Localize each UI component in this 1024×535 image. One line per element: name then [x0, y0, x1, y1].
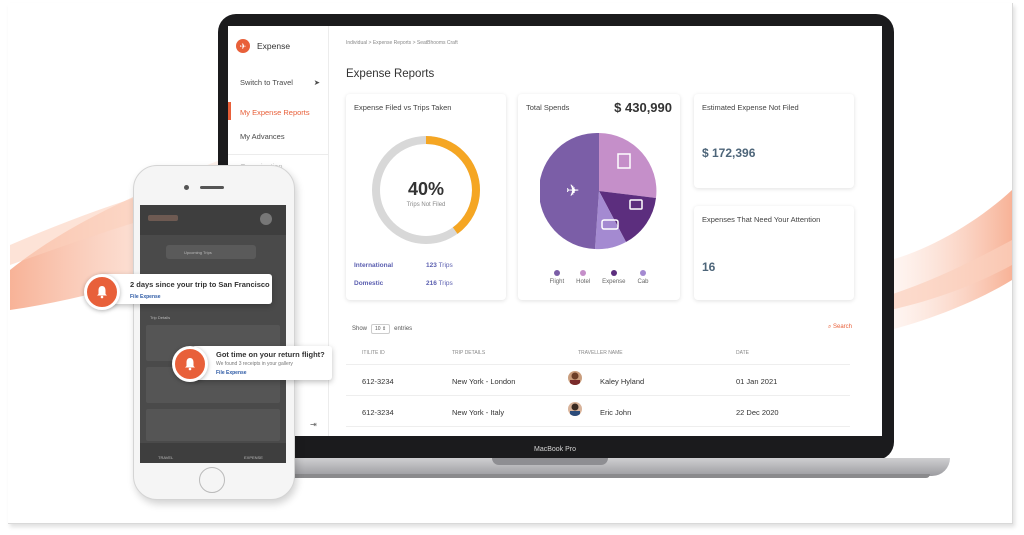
legend-expense: Expense — [602, 270, 626, 285]
plane-logo-icon: ✈ — [236, 39, 250, 53]
column-header-traveller[interactable]: TRAVELLER NAME — [578, 350, 623, 356]
bell-icon — [84, 274, 120, 310]
percent-value: 40% — [407, 179, 445, 199]
column-header-trip[interactable]: TRIP DETAILS — [452, 350, 486, 356]
active-indicator — [228, 102, 231, 120]
cell-date: 22 Dec 2020 — [736, 408, 779, 417]
card-title: Total Spends — [526, 103, 570, 112]
notification-title: Got time on your return flight? — [216, 350, 325, 359]
legend-flight: Flight — [549, 270, 564, 285]
cell-trip: New York - Italy — [452, 408, 505, 417]
bell-icon — [172, 346, 208, 382]
send-icon: ➤ — [313, 78, 320, 87]
laptop-foot — [170, 474, 930, 478]
breadcrumb: Individual > Expense Reports > SeatBhoom… — [346, 40, 458, 46]
search-icon: ⌕ — [827, 324, 832, 330]
stat-value-domestic: 216 Trips — [426, 280, 453, 287]
page-title: Expense Reports — [346, 68, 435, 80]
not-filed-amount: $ 172,396 — [702, 146, 756, 160]
table-row[interactable]: 612-3234 New York - Italy Eric John 22 D… — [346, 396, 850, 427]
brand: ✈ Expense — [236, 39, 290, 53]
cell-name: Kaley Hyland — [600, 377, 645, 386]
phone-screen: Upcoming Trips Trip Details TRAVEL EXPEN… — [140, 205, 286, 463]
brand-name: Expense — [257, 41, 291, 51]
column-header-date[interactable]: DATE — [736, 350, 749, 356]
sidebar-item-my-advances[interactable]: My Advances — [240, 132, 285, 141]
phone-trip-details: Trip Details — [150, 315, 171, 320]
logout-icon[interactable]: ⇥ — [310, 420, 317, 429]
phone-tab-expense[interactable]: EXPENSE — [244, 455, 263, 460]
entries-select[interactable]: 10 ⇕ — [371, 324, 391, 334]
attention-count: 16 — [702, 260, 716, 274]
phone-camera — [184, 185, 189, 190]
avatar — [568, 371, 582, 385]
laptop-label: MacBook Pro — [533, 446, 577, 453]
search-link[interactable]: ⌕ Search — [827, 324, 852, 330]
spend-pie-chart: ✈ — [540, 132, 657, 250]
entries-control: Show 10 ⇕ entries — [352, 324, 412, 334]
cell-date: 01 Jan 2021 — [736, 377, 778, 386]
legend-hotel: Hotel — [576, 270, 590, 285]
card-title: Expenses That Need Your Attention — [702, 215, 821, 224]
card-title: Estimated Expense Not Filed — [702, 103, 799, 112]
pie-legend: Flight Hotel Expense Cab — [518, 270, 680, 285]
file-expense-link[interactable]: File Expense — [130, 294, 161, 300]
card-title: Expense Filed vs Trips Taken — [354, 103, 452, 112]
laptop-base — [150, 458, 950, 476]
phone-home-button[interactable] — [199, 467, 225, 493]
cell-id: 612-3234 — [362, 408, 394, 417]
cell-trip: New York - London — [452, 377, 516, 386]
switch-label: Switch to Travel — [240, 78, 293, 87]
total-amount: $ 430,990 — [614, 100, 672, 115]
laptop-screen: ✈ Expense Switch to Travel ➤ My Expense … — [228, 26, 882, 436]
notification-subtitle: We found 3 receipts in your gallery — [216, 361, 293, 367]
phone-speaker — [200, 186, 224, 189]
sidebar-item-my-expense-reports[interactable]: My Expense Reports — [240, 108, 310, 117]
sidebar-divider — [228, 154, 328, 155]
stat-label-international: International — [354, 262, 394, 269]
show-label: Show — [352, 326, 368, 332]
notification-card[interactable]: 2 days since your trip to San Francisco … — [100, 274, 272, 304]
avatar — [568, 402, 582, 416]
table-row[interactable]: 612-3234 New York - London Kaley Hyland … — [346, 365, 850, 396]
phone-upcoming-trips: Upcoming Trips — [184, 250, 212, 255]
card-total-spends: Total Spends $ 430,990 ✈ Flight Hotel Ex… — [518, 94, 680, 300]
cell-name: Eric John — [600, 408, 632, 417]
card-not-filed: Estimated Expense Not Filed $ 172,396 — [694, 94, 854, 188]
notification-title: 2 days since your trip to San Francisco — [130, 280, 270, 289]
svg-text:✈: ✈ — [566, 181, 579, 200]
stat-label-domestic: Domestic — [354, 280, 384, 287]
card-filed-vs-trips: Expense Filed vs Trips Taken 40% Trips N… — [346, 94, 506, 300]
percent-caption: Trips Not Filed — [406, 202, 446, 208]
file-expense-link[interactable]: File Expense — [216, 370, 247, 376]
card-attention: Expenses That Need Your Attention 16 — [694, 206, 854, 300]
cell-id: 612-3234 — [362, 377, 394, 386]
phone-tab-travel[interactable]: TRAVEL — [158, 455, 174, 460]
progress-ring — [372, 136, 480, 244]
column-header-id[interactable]: ITILITE ID — [362, 350, 385, 356]
entries-label: entries — [394, 326, 413, 332]
laptop-notch — [492, 458, 608, 465]
legend-cab: Cab — [638, 270, 649, 285]
notification-card[interactable]: Got time on your return flight? We found… — [192, 346, 332, 380]
stat-value-international: 123 Trips — [426, 262, 453, 269]
switch-to-travel-link[interactable]: Switch to Travel ➤ — [240, 78, 320, 87]
